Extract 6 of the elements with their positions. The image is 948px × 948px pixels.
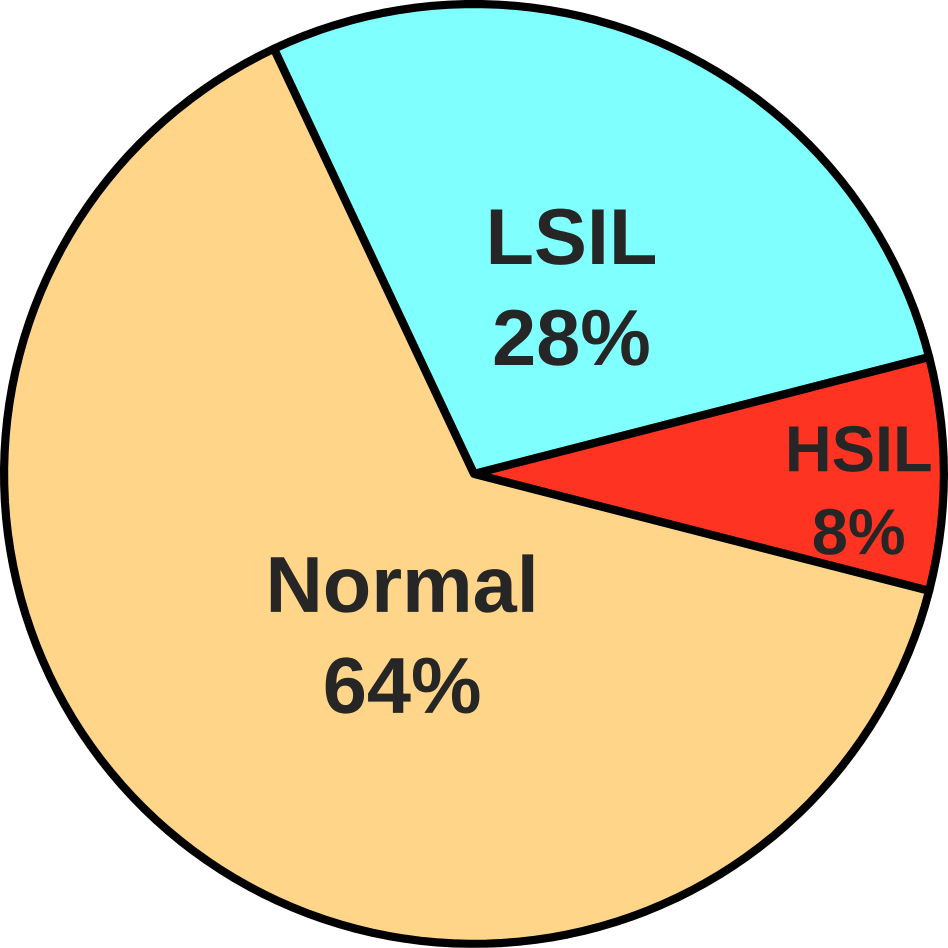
slice-label: Normal <box>270 554 534 613</box>
slice-label: LSIL <box>490 208 655 265</box>
data-label: 64% <box>326 657 480 714</box>
data-label: 28% <box>494 310 649 366</box>
slice-label: HSIL <box>789 426 931 472</box>
data-label: 8% <box>814 508 904 555</box>
